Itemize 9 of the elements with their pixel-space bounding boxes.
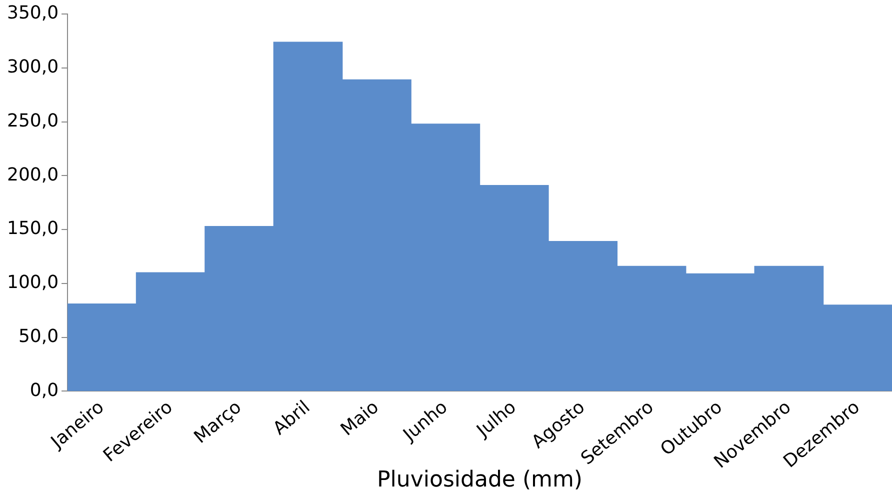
y-tick-label: 350,0 bbox=[7, 2, 59, 24]
y-tick-label: 50,0 bbox=[18, 326, 59, 347]
x-axis-title: Pluviosidade (mm) bbox=[377, 468, 582, 493]
y-tick-label: 300,0 bbox=[7, 56, 59, 78]
y-tick-label: 200,0 bbox=[7, 164, 59, 186]
y-tick-label: 150,0 bbox=[7, 218, 59, 240]
y-tick-label: 0,0 bbox=[30, 380, 59, 401]
y-tick-label: 100,0 bbox=[7, 272, 59, 294]
y-tick-label: 250,0 bbox=[7, 110, 59, 132]
